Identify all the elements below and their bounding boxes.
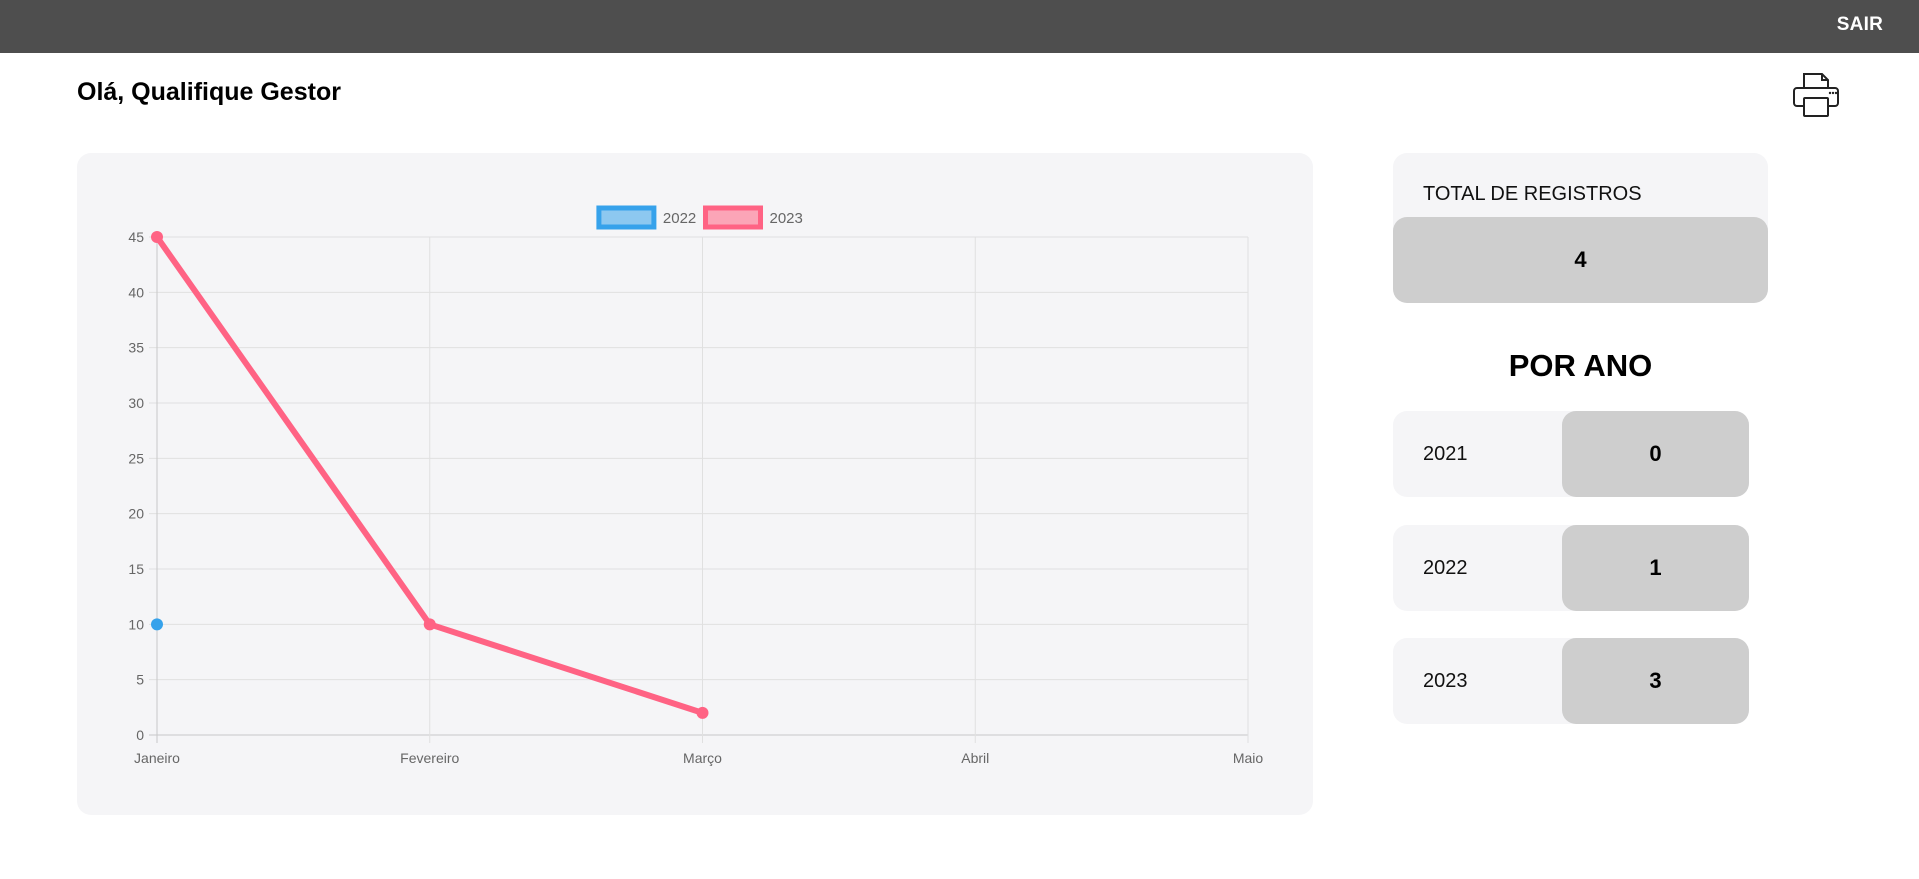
year-count: 3	[1562, 638, 1749, 724]
y-tick-label: 10	[128, 616, 144, 632]
y-tick-label: 20	[128, 506, 144, 522]
year-row-2021: 2021 0	[1393, 411, 1749, 497]
legend-label: 2022	[663, 210, 696, 227]
chart-card: Janeiro Fevereiro Março Abril Maio 0 5 10 15 20 2…	[77, 153, 1313, 815]
logout-button[interactable]: SAIR	[1836, 14, 1883, 35]
x-tick-label: Janeiro	[134, 750, 180, 766]
total-records-value: 4	[1393, 217, 1768, 303]
top-bar: SAIR	[0, 0, 1919, 53]
year-row-2022: 2022 1	[1393, 525, 1749, 611]
by-year-title: POR ANO	[1508, 348, 1653, 383]
y-tick-label: 25	[128, 450, 144, 466]
x-tick-label: Maio	[1233, 750, 1264, 766]
legend-item-2023[interactable]: 2023	[703, 205, 803, 230]
y-tick-label: 5	[136, 672, 144, 688]
data-point-2023[interactable]	[696, 706, 709, 719]
y-tick-label: 35	[128, 340, 144, 356]
year-label: 2021	[1423, 442, 1468, 465]
legend-item-2022[interactable]: 2022	[596, 205, 696, 230]
data-point-2023[interactable]	[423, 618, 436, 631]
legend-label: 2023	[770, 210, 803, 227]
y-tick-label: 15	[128, 561, 144, 577]
x-tick-label: Fevereiro	[400, 750, 459, 766]
y-tick-label: 30	[128, 395, 144, 411]
data-point-2023[interactable]	[151, 231, 163, 243]
y-tick-label: 40	[128, 284, 144, 300]
year-label: 2022	[1423, 556, 1468, 579]
year-count: 1	[1562, 525, 1749, 611]
y-tick-label: 45	[128, 229, 144, 245]
printer-icon	[1793, 73, 1839, 117]
y-tick-label: 0	[136, 727, 144, 743]
year-row-2023: 2023 3	[1393, 638, 1749, 724]
year-label: 2023	[1423, 669, 1468, 692]
x-tick-label: Março	[683, 750, 722, 766]
x-tick-label: Abril	[961, 750, 989, 766]
registros-line-chart: Janeiro Fevereiro Março Abril Maio 051015202…	[128, 205, 1264, 766]
legend-swatch	[703, 205, 763, 230]
year-count: 0	[1562, 411, 1749, 497]
greeting-title: Olá, Qualifique Gestor	[77, 78, 341, 106]
total-records-card: TOTAL DE REGISTROS 4	[1393, 153, 1768, 303]
total-records-label: TOTAL DE REGISTROS	[1423, 183, 1642, 205]
print-button[interactable]	[1792, 72, 1840, 118]
data-point-2022[interactable]	[151, 618, 163, 631]
legend-swatch	[596, 205, 657, 230]
